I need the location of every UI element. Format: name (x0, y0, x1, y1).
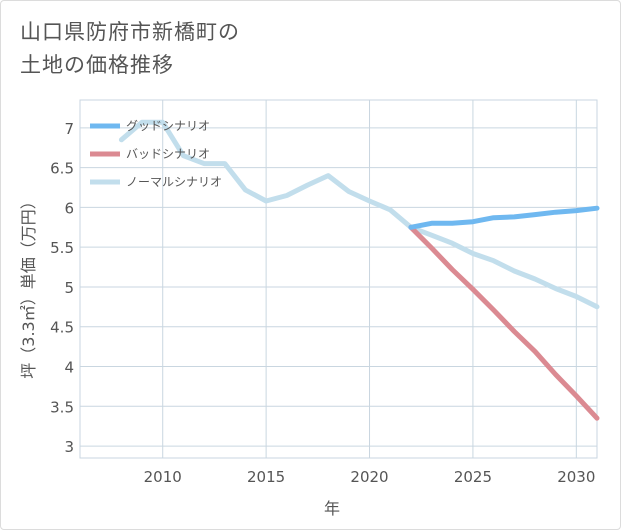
chart-title-line2: 土地の価格推移 (20, 53, 174, 77)
series-line-2 (408, 224, 600, 421)
y-tick-label: 5.5 (50, 239, 74, 257)
y-tick-label: 4 (64, 359, 74, 377)
y-tick-label: 6.5 (50, 160, 74, 178)
tick-labels: 3 3.5 4 4.5 5 5.5 6 6.5 7 2010 2015 2020 2025 2030 (50, 120, 595, 486)
y-axis-label: 坪（3.3㎡）単価（万円） (19, 193, 38, 378)
series-lines (118, 119, 600, 421)
plot-border (79, 99, 598, 459)
y-tick-label: 4.5 (50, 319, 74, 337)
chart-title: 山口県防府市新橋町の 土地の価格推移 (20, 16, 240, 82)
legend-label: グッドシナリオ (126, 119, 210, 133)
x-tick-label: 2030 (557, 468, 595, 486)
x-tick-label: 2025 (454, 468, 492, 486)
grid (79, 99, 598, 459)
y-tick-label: 3.5 (50, 398, 74, 416)
y-tick-label: 6 (64, 199, 74, 217)
series-line-3 (118, 119, 600, 310)
legend-label: ノーマルシナリオ (126, 175, 222, 189)
y-tick-label: 5 (64, 279, 74, 297)
x-tick-label: 2010 (144, 468, 182, 486)
y-tick-label: 7 (64, 120, 74, 138)
series-line-1 (408, 205, 600, 230)
x-tick-label: 2015 (247, 468, 285, 486)
chart-title-line1: 山口県防府市新橋町の (20, 20, 240, 44)
x-tick-label: 2020 (350, 468, 388, 486)
x-axis-label: 年 (324, 499, 340, 518)
y-tick-label: 3 (64, 438, 74, 456)
legend-label: バッドシナリオ (126, 147, 210, 161)
